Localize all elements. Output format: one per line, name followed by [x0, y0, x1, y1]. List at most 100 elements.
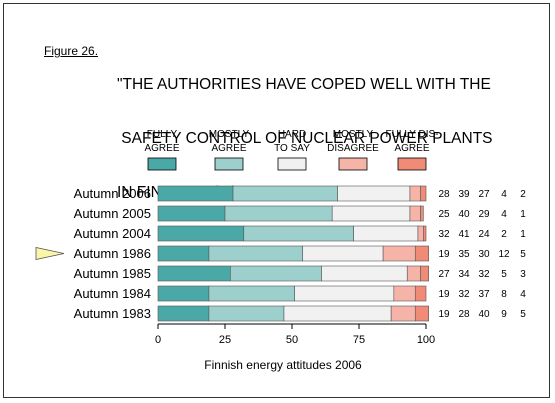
bar-segment — [157, 205, 226, 222]
value-label: 19 — [438, 249, 450, 260]
legend-label-4-line-2: DISAGREE — [327, 143, 379, 154]
value-label: 29 — [478, 209, 490, 220]
value-label: 35 — [458, 249, 470, 260]
value-label: 3 — [520, 269, 526, 280]
bar-segment — [208, 305, 285, 322]
value-label: 40 — [478, 309, 490, 320]
title-line-2: SAFETY CONTROL OF NUCLEAR POWER PLANTS — [117, 130, 493, 147]
value-label: 25 — [438, 209, 450, 220]
value-label: 5 — [520, 309, 526, 320]
bar-segment — [157, 225, 245, 242]
bar-segment — [414, 245, 429, 262]
bar-segment — [420, 265, 429, 282]
value-label: 40 — [458, 209, 470, 220]
legend-label-1-line-1: FULLY — [147, 129, 178, 140]
x-tick-label: 50 — [286, 334, 298, 346]
bar-segment — [157, 185, 234, 202]
bar-segment — [414, 285, 427, 302]
legend-swatch-3 — [277, 157, 307, 171]
x-tick-label: 75 — [353, 334, 365, 346]
legend-swatch-4 — [338, 157, 368, 171]
value-label: 32 — [458, 289, 470, 300]
category-label: Autumn 2006 — [74, 186, 151, 201]
bar-segment — [420, 185, 427, 202]
bar-segment — [409, 185, 421, 202]
value-label: 32 — [478, 269, 490, 280]
value-label: 30 — [478, 249, 490, 260]
value-label: 24 — [478, 229, 490, 240]
bar-segment — [423, 225, 427, 242]
value-label: 2 — [501, 229, 507, 240]
bar-segment — [243, 225, 354, 242]
value-label: 5 — [501, 269, 507, 280]
value-label: 19 — [438, 309, 450, 320]
bar-segment — [406, 265, 421, 282]
value-label: 27 — [438, 269, 450, 280]
value-label: 28 — [438, 189, 450, 200]
value-label: 34 — [458, 269, 470, 280]
value-label: 4 — [501, 209, 507, 220]
figure-label: Figure 26. — [44, 44, 99, 58]
bar-segment — [409, 205, 421, 222]
legend-label-1-line-2: AGREE — [144, 143, 179, 154]
x-tick-label: 100 — [417, 334, 435, 346]
value-label: 27 — [478, 189, 490, 200]
category-label: Autumn 2005 — [74, 206, 151, 221]
bar-segment — [157, 305, 210, 322]
bar-segment — [353, 225, 419, 242]
bar-segment — [321, 265, 408, 282]
bar-segment — [208, 245, 304, 262]
value-label: 12 — [498, 249, 510, 260]
bar-segment — [382, 245, 416, 262]
value-label: 1 — [520, 209, 526, 220]
legend-label-4-line-1: MOSTLY — [333, 129, 374, 140]
category-label: Autumn 2004 — [74, 226, 151, 241]
bar-segment — [230, 265, 322, 282]
bar-segment — [337, 185, 411, 202]
value-label: 41 — [458, 229, 470, 240]
bar-segment — [302, 245, 384, 262]
category-label: Autumn 1986 — [74, 246, 151, 261]
value-label: 5 — [520, 249, 526, 260]
value-label: 8 — [501, 289, 507, 300]
value-label: 19 — [438, 289, 450, 300]
legend-label-3-line-1: HARD — [278, 129, 306, 140]
value-label: 9 — [501, 309, 507, 320]
bar-segment — [157, 245, 210, 262]
value-label: 39 — [458, 189, 470, 200]
value-label: 4 — [520, 289, 526, 300]
bar-segment — [417, 225, 424, 242]
value-label: 4 — [501, 189, 507, 200]
bar-segment — [232, 185, 338, 202]
x-tick-label: 25 — [219, 334, 231, 346]
bar-segment — [414, 305, 429, 322]
legend-label-5-line-2: AGREE — [394, 143, 429, 154]
bar-segment — [420, 205, 424, 222]
category-label: Autumn 1983 — [74, 306, 151, 321]
legend-swatch-1 — [147, 157, 177, 171]
legend-label-3-line-2: TO SAY — [274, 143, 310, 154]
bar-segment — [224, 205, 333, 222]
highlight-arrow-icon — [35, 247, 65, 260]
value-label: 32 — [438, 229, 450, 240]
legend-swatch-2 — [214, 157, 244, 171]
value-label: 1 — [520, 229, 526, 240]
legend-swatch-5 — [397, 157, 427, 171]
bar-segment — [157, 265, 231, 282]
value-label: 37 — [478, 289, 490, 300]
value-label: 2 — [520, 189, 526, 200]
legend-label-2-line-1: MOSTLY — [209, 129, 250, 140]
bar-segment — [393, 285, 416, 302]
value-label: 28 — [458, 309, 470, 320]
x-tick-label: 0 — [155, 334, 161, 346]
legend-label-5-line-1: FULLY DIS- — [386, 129, 439, 140]
bar-segment — [157, 285, 210, 302]
bar-segment — [331, 205, 411, 222]
x-axis-label: Finnish energy attitudes 2006 — [204, 358, 362, 372]
bar-segment — [390, 305, 416, 322]
bar-segment — [283, 305, 392, 322]
category-label: Autumn 1985 — [74, 266, 151, 281]
bar-segment — [208, 285, 295, 302]
legend-label-2-line-2: AGREE — [211, 143, 246, 154]
